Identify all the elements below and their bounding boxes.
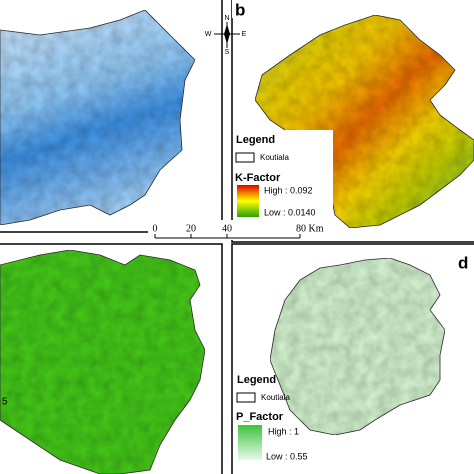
legend-ramp <box>238 425 262 460</box>
legend-low: Low : 0.0140 <box>264 207 316 217</box>
compass: N W E S <box>205 15 247 56</box>
legend-title: Legend <box>237 374 276 386</box>
map-region <box>0 249 206 474</box>
map-region <box>0 9 196 226</box>
legend-low: Low : 0.55 <box>266 451 308 461</box>
legend-high: High : 1 <box>268 426 299 436</box>
compass-n: N <box>224 15 229 22</box>
legend-high: High : 0.092 <box>264 185 313 195</box>
legend-swatch <box>236 392 256 403</box>
legend-ramp <box>237 185 259 217</box>
scale-label: 20 <box>186 223 196 234</box>
scale-bar <box>154 234 301 239</box>
scale-label: 80 Km <box>296 223 324 234</box>
compass-e: E <box>242 31 247 38</box>
legend-swatch <box>235 152 255 163</box>
compass-w: W <box>205 31 212 38</box>
legend-factor: P_Factor <box>236 411 284 423</box>
compass-s: S <box>225 49 230 56</box>
legend-title: Legend <box>236 134 275 146</box>
panel-label: b <box>235 0 245 19</box>
scale-label: 40 <box>222 223 232 234</box>
legend-item: Koutiala <box>261 393 290 402</box>
legend-item: Koutiala <box>260 153 289 162</box>
legend-factor: K-Factor <box>235 172 281 184</box>
legend-fragment: 5 <box>2 397 8 408</box>
scale-bg <box>148 220 308 240</box>
scale-label: 0 <box>153 223 158 234</box>
panel-label: d <box>458 253 468 272</box>
map-region <box>269 257 446 436</box>
label-bg <box>232 0 250 18</box>
